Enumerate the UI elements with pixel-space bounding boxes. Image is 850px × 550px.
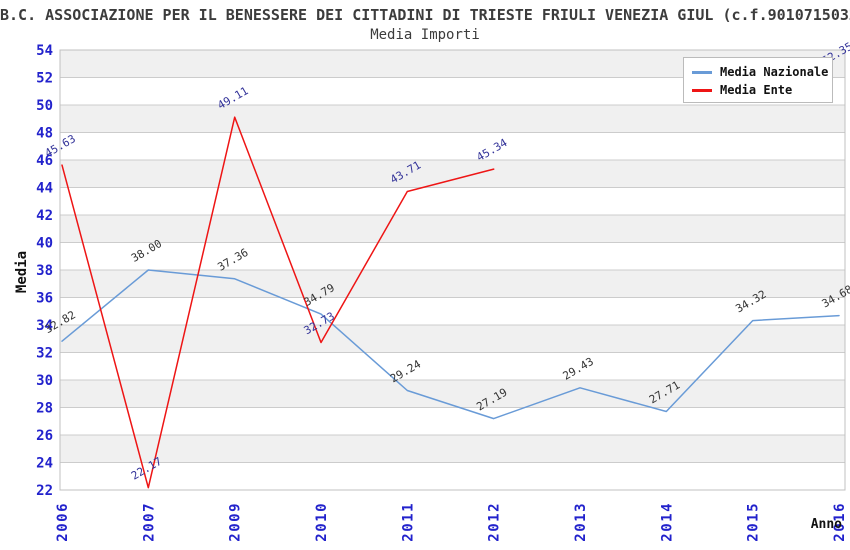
y-tick-label: 36 xyxy=(36,291,53,307)
y-tick-label: 52 xyxy=(36,71,53,87)
plot-band xyxy=(60,407,845,435)
y-tick-label: 24 xyxy=(36,456,53,472)
plot-band xyxy=(60,462,845,490)
y-axis-title: Media xyxy=(14,251,30,293)
legend: Media Nazionale Media Ente xyxy=(683,57,833,103)
y-tick-label: 50 xyxy=(36,98,53,114)
y-tick-label: 28 xyxy=(36,401,53,417)
chart-title: B.C. ASSOCIAZIONE PER IL BENESSERE DEI C… xyxy=(0,6,850,24)
y-tick-label: 54 xyxy=(36,43,53,59)
y-tick-label: 46 xyxy=(36,153,53,169)
x-tick-label: 2010 xyxy=(314,502,330,542)
plot-band xyxy=(60,297,845,325)
x-tick-label: 2014 xyxy=(659,502,675,542)
x-tick-label: 2006 xyxy=(55,502,71,542)
y-tick-label: 42 xyxy=(36,208,53,224)
x-tick-label: 2016 xyxy=(832,502,848,542)
y-tick-label: 44 xyxy=(36,181,53,197)
y-tick-label: 32 xyxy=(36,346,53,362)
y-tick-label: 26 xyxy=(36,428,53,444)
series-line-media-nazionale xyxy=(61,269,840,420)
plot-band xyxy=(60,435,845,463)
legend-label-media-nazionale: Media Nazionale xyxy=(720,65,829,79)
y-tick-label: 48 xyxy=(36,126,53,142)
plot-border xyxy=(59,49,846,491)
plot-band xyxy=(60,270,845,298)
y-tick-label: 22 xyxy=(36,483,53,499)
x-tick-label: 2009 xyxy=(228,502,244,542)
legend-item-media-ente: Media Ente xyxy=(692,81,832,99)
y-tick-label: 40 xyxy=(36,236,53,252)
x-axis-title: Anno xyxy=(811,517,842,532)
legend-item-media-nazionale: Media Nazionale xyxy=(692,63,832,81)
plot-band xyxy=(60,105,845,133)
x-tick-label: 2012 xyxy=(487,502,503,542)
legend-line-swatch-ente xyxy=(692,88,712,92)
y-tick-label: 30 xyxy=(36,373,53,389)
x-tick-label: 2011 xyxy=(400,502,416,542)
plot-band xyxy=(60,215,845,243)
x-tick-label: 2013 xyxy=(573,502,589,542)
plot-band xyxy=(60,352,845,380)
legend-label-media-ente: Media Ente xyxy=(720,83,793,97)
y-tick-label: 38 xyxy=(36,263,53,279)
plot-band xyxy=(60,380,845,408)
plot-band xyxy=(60,132,845,160)
legend-line-swatch-nazionale xyxy=(692,70,712,74)
plot-band xyxy=(60,187,845,215)
plot-band xyxy=(60,325,845,353)
chart-subtitle: Media Importi xyxy=(370,27,480,43)
plot-band xyxy=(60,242,845,270)
x-tick-label: 2015 xyxy=(746,502,762,542)
plot-band xyxy=(60,160,845,188)
y-tick-label: 34 xyxy=(36,318,53,334)
x-tick-label: 2007 xyxy=(141,502,157,542)
